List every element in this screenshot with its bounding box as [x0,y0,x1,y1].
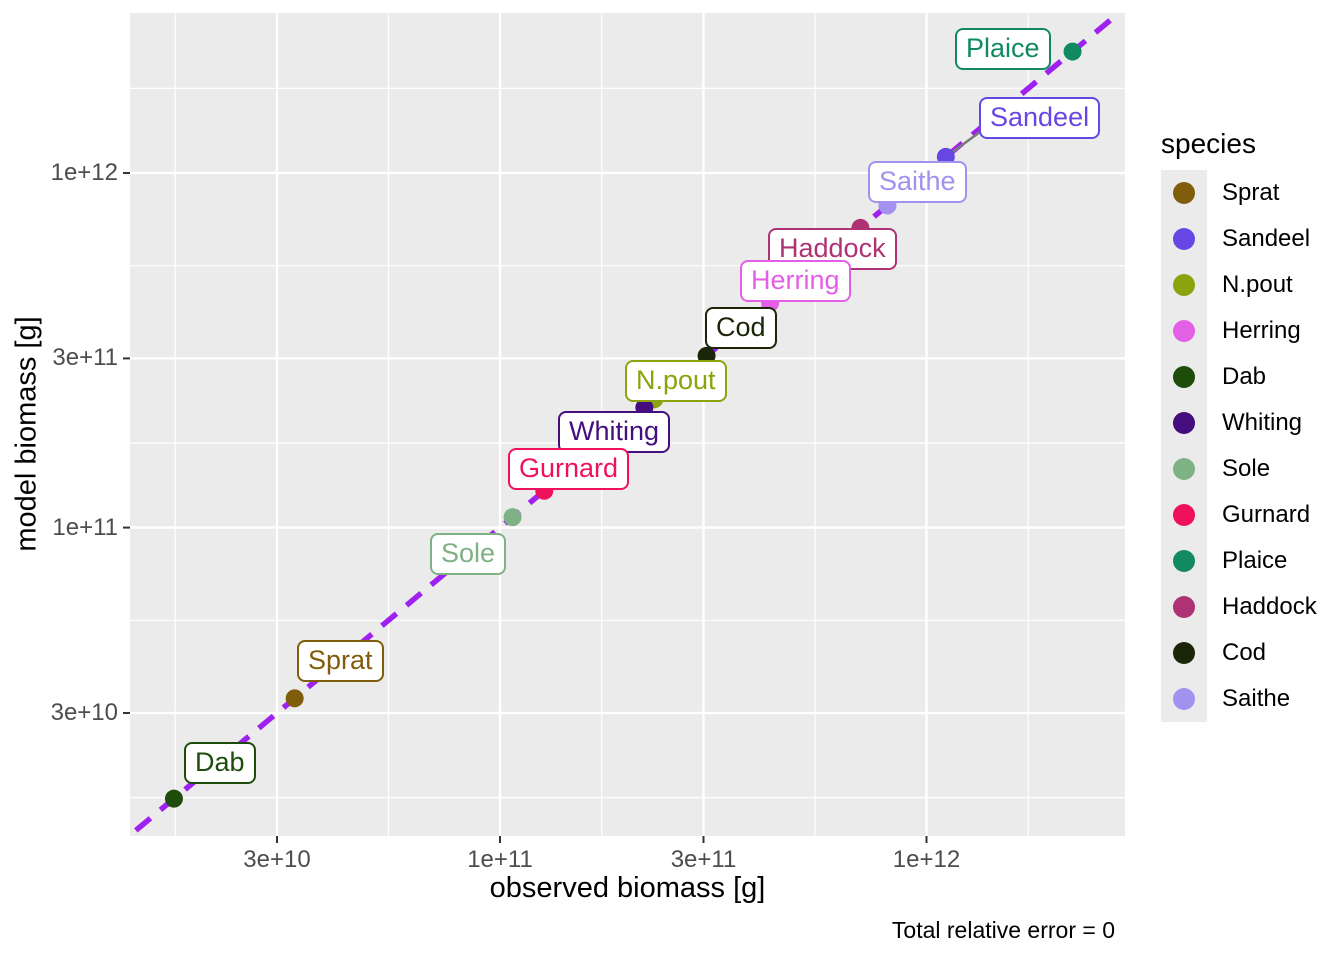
legend-dot-icon [1173,688,1195,710]
data-point-sprat [285,689,304,708]
species-label-sprat: Sprat [297,640,384,682]
legend-dot-icon [1173,228,1195,250]
plot-canvas [123,12,1125,843]
species-label-npout: N.pout [625,360,727,402]
legend-key [1161,584,1207,630]
legend-dot-icon [1173,412,1195,434]
legend-item-herring: Herring [1161,308,1317,354]
legend-item-sandeel: Sandeel [1161,216,1317,262]
x-tick-label: 3e+10 [243,846,311,873]
legend-label: N.pout [1222,271,1293,298]
species-label-gurnard: Gurnard [508,448,630,490]
legend-key [1161,630,1207,676]
legend-item-sprat: Sprat [1161,170,1317,216]
legend-key [1161,262,1207,308]
y-tick-label: 1e+12 [50,158,118,186]
legend-label: Sandeel [1222,225,1311,252]
legend-label: Herring [1222,317,1301,344]
y-tick-label: 1e+11 [52,513,118,541]
legend-item-whiting: Whiting [1161,400,1317,446]
species-label-sandeel: Sandeel [979,97,1101,139]
legend-item-gurnard: Gurnard [1161,492,1317,538]
legend-dot-icon [1173,642,1195,664]
legend-dot-icon [1173,458,1195,480]
legend-title: species [1161,128,1256,159]
species-label-dab: Dab [184,742,256,784]
legend-label: Haddock [1222,593,1317,620]
species-label-plaice: Plaice [955,28,1051,70]
legend-key [1161,538,1207,584]
species-label-cod: Cod [705,307,777,349]
legend-key [1161,354,1207,400]
legend-label: Dab [1222,363,1267,390]
legend-key [1161,170,1207,216]
species-label-herring: Herring [740,260,851,302]
legend-item-haddock: Haddock [1161,584,1317,630]
plot-panel: Sprat Sandeel N.pout Herring Dab Whiting Sole G… [123,12,1125,843]
species-label-whiting: Whiting [558,411,671,453]
legend-label: Saithe [1222,685,1291,712]
legend-item-cod: Cod [1161,630,1317,676]
x-tick-label: 1e+12 [892,846,961,873]
legend-item-dab: Dab [1161,354,1317,400]
x-tick-label: 3e+11 [670,846,737,873]
legend-key [1161,676,1207,722]
y-tick-label: 3e+11 [52,344,118,372]
legend-key [1161,216,1207,262]
legend-label: Sole [1222,455,1271,482]
data-point-sole [503,508,522,527]
species-label-saithe: Saithe [868,161,967,203]
legend-item-plaice: Plaice [1161,538,1317,584]
data-point-plaice [1063,42,1082,61]
legend-dot-icon [1173,274,1195,296]
plot-caption: Total relative error = 0 [891,917,1115,943]
legend-label: Whiting [1222,409,1303,436]
x-axis-title: observed biomass [g] [489,872,766,904]
legend-key [1161,446,1207,492]
legend-item-saithe: Saithe [1161,676,1317,722]
legend-key [1161,308,1207,354]
legend-label: Gurnard [1222,501,1311,528]
legend-dot-icon [1173,550,1195,572]
legend-dot-icon [1173,596,1195,618]
legend-dot-icon [1173,504,1195,526]
legend-item-sole: Sole [1161,446,1317,492]
data-point-dab [164,789,183,808]
legend-dot-icon [1173,182,1195,204]
legend: species Sprat Sandeel N.pout Herring Dab Whit… [1161,128,1317,722]
legend-key [1161,400,1207,446]
legend-label: Sprat [1222,179,1280,206]
legend-label: Plaice [1222,547,1288,574]
species-label-sole: Sole [430,533,507,575]
y-axis-title: model biomass [g] [10,316,43,552]
legend-key [1161,492,1207,538]
legend-rows: Sprat Sandeel N.pout Herring Dab Whiting Sole G… [1161,170,1317,722]
legend-item-npout: N.pout [1161,262,1317,308]
y-tick-label: 3e+10 [50,699,118,726]
legend-dot-icon [1173,366,1195,388]
species-label-layer: Sprat Sandeel N.pout Herring Dab Whiting Sole G… [130,13,1125,836]
legend-label: Cod [1222,639,1267,666]
legend-dot-icon [1173,320,1195,342]
x-tick-label: 1e+11 [467,846,533,873]
